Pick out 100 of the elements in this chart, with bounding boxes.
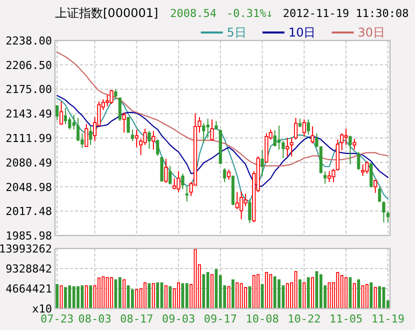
candlestick: [156, 139, 160, 156]
candlestick: [110, 90, 114, 104]
candlestick: [89, 126, 92, 146]
bar: [185, 283, 188, 308]
y-tick-label: 4664421: [6, 282, 52, 296]
candlestick: [260, 149, 264, 176]
candlestick: [340, 132, 344, 151]
bar: [68, 285, 72, 308]
candlestick: [181, 173, 184, 190]
y-tick-label: 2080.49: [6, 156, 52, 170]
x-tick-label: 10-22: [288, 312, 321, 326]
x-tick-label: 11-05: [329, 312, 363, 326]
candlestick: [348, 135, 352, 165]
bar: [232, 279, 234, 308]
candlestick: [114, 88, 118, 100]
candlestick: [352, 138, 356, 150]
candlestick: [168, 165, 172, 185]
candlestick: [374, 179, 378, 194]
bar: [64, 287, 67, 308]
candlestick: [378, 187, 382, 203]
y-tick-label: 9328842: [6, 262, 52, 276]
candlestick: [185, 186, 188, 202]
candlestick: [122, 112, 126, 134]
bar: [168, 286, 172, 308]
legend-label: 5日: [226, 26, 246, 40]
candlestick: [306, 118, 310, 136]
line-series: [56, 94, 388, 188]
candlestick: [206, 118, 210, 138]
candlestick: [106, 94, 110, 107]
bar: [56, 284, 59, 308]
candlestick: [59, 101, 64, 126]
candlestick: [76, 117, 80, 142]
candlestick: [324, 170, 327, 184]
candlestick: [56, 104, 59, 121]
candlestick: [370, 162, 373, 188]
x-tick-label: 08-17: [120, 312, 154, 326]
y-tick-label: 2206.50: [6, 58, 52, 72]
bar: [202, 274, 206, 308]
candlestick: [68, 116, 72, 130]
y-tick-label: 2143.49: [6, 108, 52, 121]
text: 2008.54: [170, 7, 217, 20]
x-tick-label: 11-19: [371, 312, 404, 326]
bar: [319, 274, 322, 308]
candlestick: [148, 130, 151, 150]
candlestick: [126, 116, 130, 134]
candlestick: [244, 193, 248, 207]
candlestick: [294, 117, 298, 140]
candlestick: [290, 136, 294, 158]
candlestick: [84, 124, 88, 148]
bar: [278, 279, 280, 308]
candlestick: [286, 137, 290, 158]
legend-label: 30日: [358, 26, 385, 40]
candlestick: [327, 170, 332, 183]
bar: [72, 286, 76, 308]
candlestick: [357, 151, 360, 170]
y-tick-label: 1985.98: [6, 230, 52, 242]
candlestick: [176, 170, 180, 193]
y-tick-label: 2017.48: [6, 205, 52, 218]
candlestick: [302, 118, 306, 137]
candlestick: [164, 158, 168, 184]
x-tick-label: 09-03: [162, 312, 196, 326]
bar: [76, 286, 80, 308]
candlestick: [277, 125, 281, 150]
candlestick: [386, 211, 390, 223]
bar: [306, 277, 310, 308]
candlestick: [152, 130, 156, 150]
candlestick: [240, 190, 244, 220]
bar: [370, 282, 373, 308]
bar: [206, 272, 210, 308]
bar: [131, 289, 134, 308]
x-tick-label: 10-08: [246, 312, 279, 326]
candlestick: [235, 192, 239, 210]
x-tick-label: 09-17: [204, 312, 237, 326]
candlestick: [226, 169, 231, 180]
bar: [118, 277, 122, 308]
text: -0.31%↓: [226, 7, 273, 20]
candlestick: [365, 160, 369, 174]
y-tick-label: 2175.00: [6, 83, 52, 96]
x-tick-label: 08-03: [78, 312, 112, 326]
bar: [357, 279, 360, 308]
candlestick: [282, 140, 285, 159]
y-tick-label: 2048.98: [6, 180, 52, 194]
x-tick-label: 07-23: [40, 312, 74, 326]
bar: [298, 279, 302, 308]
bar: [378, 286, 381, 308]
y-tick-label: 2238.00: [6, 34, 52, 48]
candlestick: [344, 128, 348, 146]
candlestick: [118, 97, 122, 122]
chart-title: 上证指数[000001]: [55, 6, 158, 20]
candlestick: [134, 128, 138, 148]
candlestick: [160, 156, 164, 182]
candlestick: [248, 198, 252, 224]
candlestick: [172, 178, 176, 190]
bar: [273, 276, 276, 308]
candlestick: [382, 200, 386, 223]
candlestick: [64, 107, 68, 125]
y-tick-label: 2111.99: [6, 132, 52, 145]
y-tick-label: x10: [32, 302, 52, 316]
line-series: [56, 52, 388, 166]
bar: [156, 282, 160, 308]
